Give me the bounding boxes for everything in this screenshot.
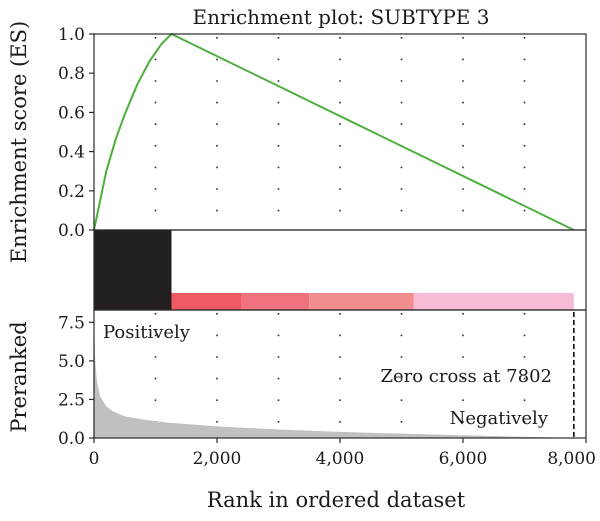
panel-bg-3 <box>94 310 586 438</box>
panel-frames <box>89 33 587 443</box>
es-curve <box>93 33 575 231</box>
panel-bg-1 <box>94 34 586 230</box>
es-y-tick-label: 0.6 <box>58 103 85 123</box>
zero-cross-label: Zero cross at 7802 <box>380 366 552 387</box>
hit-block <box>94 230 172 310</box>
ranked-y-tick-label: 7.5 <box>58 313 85 333</box>
ranked-area <box>94 322 574 438</box>
x-tick-label: 4,000 <box>316 449 365 469</box>
es-y-tick-label: 0.4 <box>58 143 85 163</box>
es-y-tick-label: 0.8 <box>58 64 85 84</box>
rank-color-band <box>171 293 242 310</box>
rank-color-band <box>309 293 414 310</box>
x-axis-title: Rank in ordered dataset <box>207 488 466 512</box>
ranked-annotations: Positively Zero cross at 7802 Negatively <box>103 322 552 429</box>
ranked-y-tick-label: 2.5 <box>58 390 85 410</box>
x-tick-label: 8,000 <box>547 449 596 469</box>
ranked-y-tick-label: 5.0 <box>58 352 85 372</box>
ranked-y-tick-label: 0.0 <box>58 429 85 449</box>
negatively-label: Negatively <box>450 408 549 429</box>
rank-color-band <box>241 293 310 310</box>
x-tick-label: 2,000 <box>193 449 242 469</box>
chart-title: Enrichment plot: SUBTYPE 3 <box>193 5 490 29</box>
es-axis-title: Enrichment score (ES) <box>7 21 31 263</box>
panel-backgrounds <box>94 34 586 438</box>
positively-label: Positively <box>103 322 191 343</box>
es-y-tick-label: 0.0 <box>58 221 85 241</box>
x-tick-label: 0 <box>89 449 100 469</box>
rank-color-band <box>413 293 574 310</box>
tick-labels: 0.0 0.2 0.4 0.6 0.8 1.0 0.0 2.5 5.0 7.5 0 2,000 4,00… <box>58 25 596 469</box>
preranked-axis-title: Preranked <box>7 321 31 432</box>
data-marks <box>93 33 575 438</box>
x-tick-label: 6,000 <box>439 449 488 469</box>
es-y-tick-label: 1.0 <box>58 25 85 45</box>
es-y-tick-label: 0.2 <box>58 182 85 202</box>
